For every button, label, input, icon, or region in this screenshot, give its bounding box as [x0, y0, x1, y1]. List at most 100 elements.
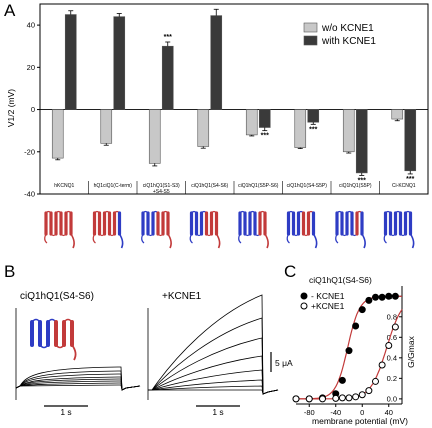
significance-marker: *** — [309, 126, 317, 133]
current-scale-label: 5 μA — [275, 358, 293, 368]
c-terminus — [312, 233, 318, 249]
x-tick-label: 40 — [385, 408, 393, 417]
trace-kcne1 — [148, 294, 279, 395]
data-point — [338, 376, 346, 384]
channel-schematics — [44, 210, 415, 249]
panel-label-c: C — [284, 262, 296, 281]
data-point — [352, 393, 360, 401]
data-point — [305, 395, 313, 403]
n-terminus — [286, 233, 290, 244]
data-point — [385, 292, 393, 300]
bar — [51, 109, 64, 159]
legend-marker — [300, 292, 308, 300]
data-point — [319, 395, 326, 403]
n-terminus — [141, 233, 145, 244]
data-point — [378, 293, 386, 301]
c-terminus — [361, 233, 366, 249]
n-terminus — [189, 233, 193, 244]
significance-marker: *** — [261, 133, 269, 140]
y-axis-label: G/Gmax — [406, 335, 416, 367]
y-axis-label: V1/2 (mV) — [6, 89, 16, 127]
y-tick-label: 0.4 — [387, 353, 397, 362]
data-point — [338, 394, 346, 402]
data-point — [292, 395, 300, 403]
x-tick-label: -80 — [304, 408, 315, 417]
trace-label-kcne1: +KCNE1 — [162, 291, 202, 302]
inset-tail — [71, 344, 77, 361]
category-label: Ci-KCNQ1 — [392, 183, 416, 189]
y-tick-label: 0.6 — [387, 333, 397, 342]
significance-marker: *** — [164, 34, 172, 41]
category-label: ciQ1hQ1(S5P) — [339, 183, 372, 189]
bar — [197, 109, 210, 147]
panel-label-b: B — [4, 262, 15, 281]
bar — [245, 109, 258, 136]
c-terminus — [167, 233, 172, 249]
category-label: ciQ1hQ1(S4-S5P) — [287, 183, 328, 189]
x-tick-label: -40 — [330, 408, 341, 417]
category-label: ciQ1hQ1(S1-S3) — [143, 183, 180, 189]
category-label: hKCNQ1 — [54, 183, 74, 189]
conductance-chart: ciQ1hQ1(S4-S6) membrane potential (mV) G… — [292, 275, 416, 426]
category-label: ciQ1hQ1(S4-S6) — [191, 183, 228, 189]
n-terminus — [92, 233, 96, 244]
c-terminus — [215, 233, 221, 249]
n-terminus — [383, 233, 387, 244]
legend: w/o KCNE1 with KCNE1 — [303, 22, 376, 47]
trace-kcne1 — [148, 389, 279, 395]
chart-title: ciQ1hQ1(S4-S6) — [309, 275, 372, 285]
y-tick-label: 0.2 — [387, 374, 397, 383]
bar — [148, 109, 161, 164]
c-terminus — [70, 233, 75, 249]
data-point — [332, 394, 340, 402]
data-point — [358, 391, 366, 399]
data-point — [391, 323, 399, 331]
time-scale-label-2: 1 s — [212, 407, 223, 417]
y-tick-label: 0.0 — [387, 394, 397, 403]
bar — [100, 109, 113, 144]
y-tick-label: 20 — [27, 63, 35, 72]
bar — [161, 45, 174, 110]
time-scale-label-1: 1 s — [60, 407, 71, 417]
data-point — [345, 394, 353, 402]
bar-chart: V1/2 (mV) -40 -20 0 20 40 *** *** *** *** *** hK… — [6, 3, 429, 199]
data-point — [372, 293, 379, 301]
x-tick-label: 0 — [360, 408, 364, 417]
legend-swatch — [303, 35, 318, 46]
data-point — [378, 361, 386, 369]
bar — [258, 109, 271, 128]
y-tick-label: 40 — [27, 21, 35, 30]
bar — [355, 109, 368, 174]
legend-label: - KCNE1 — [311, 291, 345, 301]
category-label: +S4-S5 — [153, 189, 170, 195]
data-point — [352, 322, 360, 330]
y-tick-label: -20 — [24, 147, 35, 156]
current-traces: ciQ1hQ1(S4-S6) +KCNE1 1 s 1 s 5 μA — [15, 291, 293, 417]
legend-marker — [300, 302, 308, 310]
data-point — [385, 342, 393, 350]
bar — [391, 109, 404, 120]
n-terminus — [238, 233, 242, 244]
bar-series: *** *** *** *** *** — [51, 8, 417, 184]
bar — [342, 109, 355, 153]
category-labels: hKCNQ1 hQ1ciQ1(C-term) ciQ1hQ1(S1-S3)+S4-S… — [54, 181, 416, 195]
y-tick-label: -40 — [24, 190, 35, 199]
trace-kcne1 — [148, 355, 279, 395]
bar — [210, 15, 223, 110]
n-terminus — [335, 233, 339, 244]
bar — [404, 109, 417, 172]
bar — [307, 109, 320, 123]
bar — [64, 14, 77, 110]
y-tick-label: 0.8 — [387, 312, 397, 321]
significance-marker: *** — [406, 176, 414, 183]
legend-label: +KCNE1 — [311, 301, 345, 311]
data-point — [345, 347, 353, 355]
legend-label: w/o KCNE1 — [321, 23, 374, 34]
trace-label-control: ciQ1hQ1(S4-S6) — [20, 291, 94, 302]
data-point — [391, 292, 399, 300]
significance-marker: *** — [358, 177, 366, 184]
data-point — [372, 377, 379, 385]
bar — [294, 109, 307, 148]
